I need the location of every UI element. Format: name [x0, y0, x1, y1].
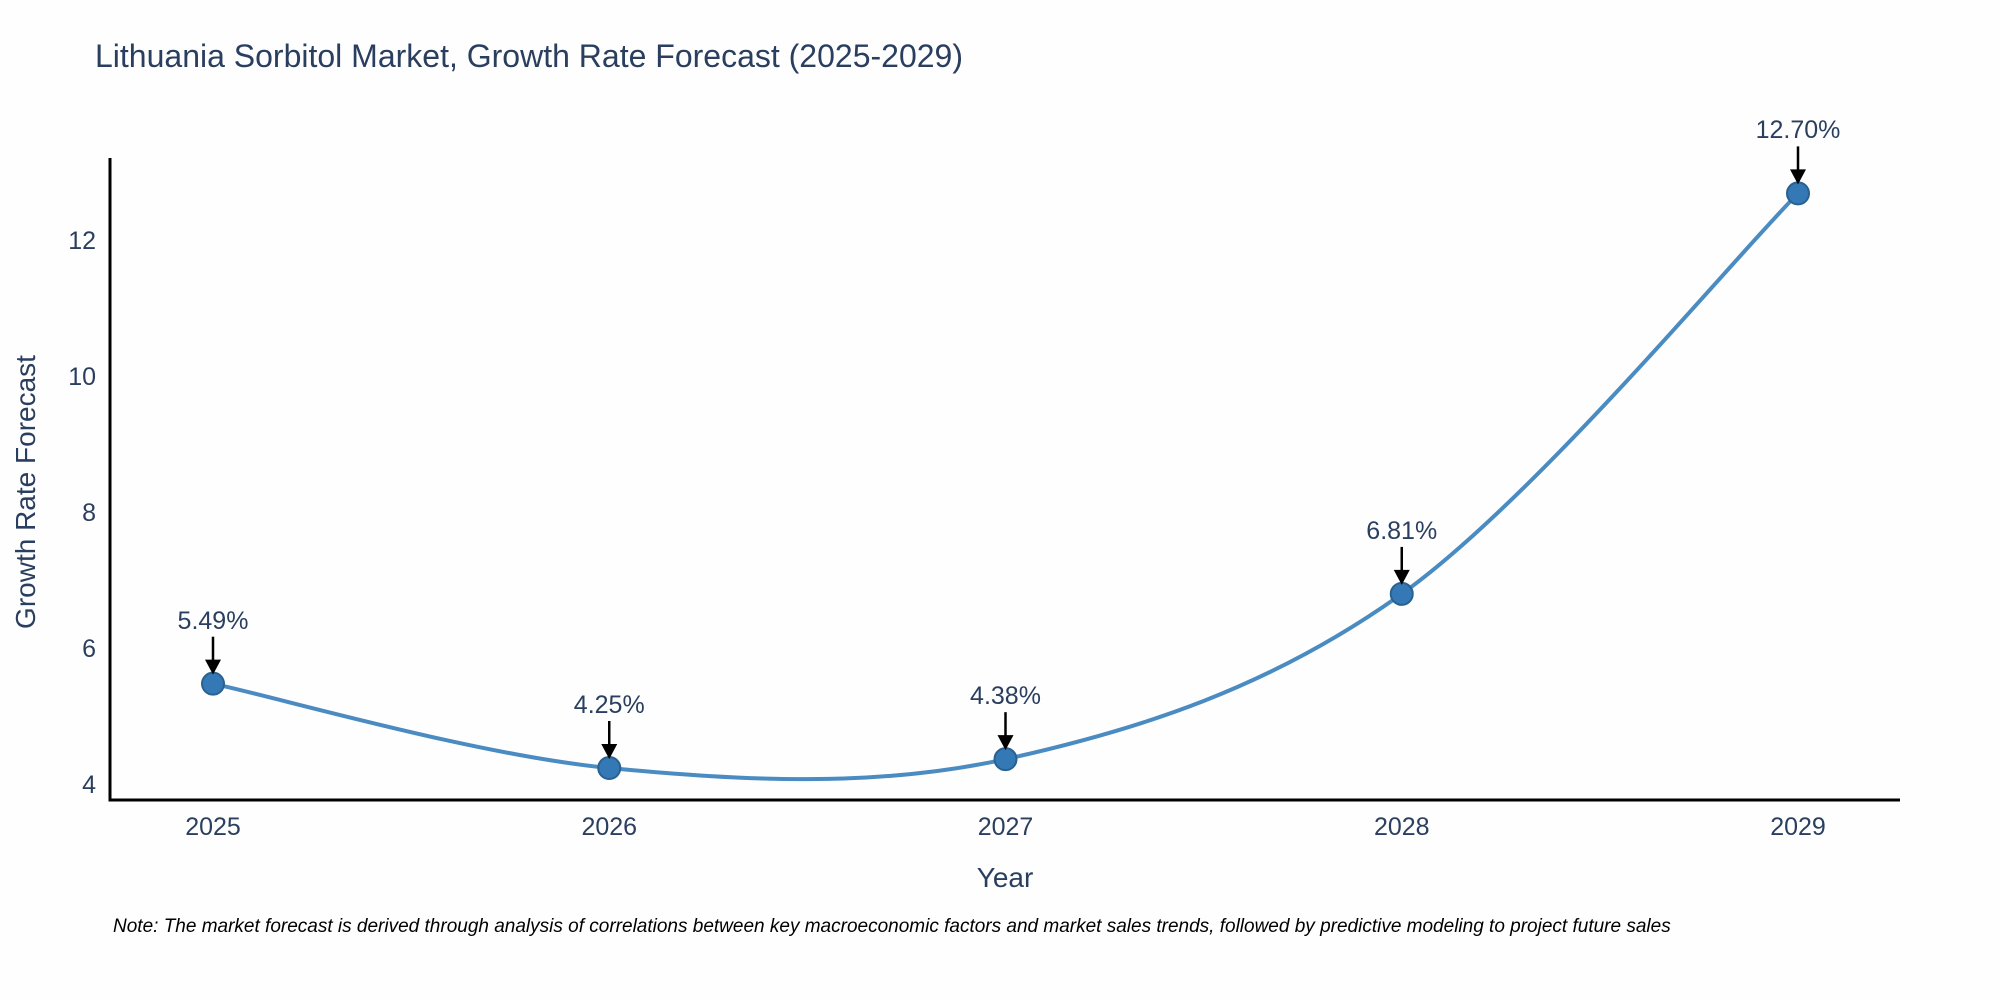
point-annotation: 6.81% [1366, 516, 1438, 545]
data-point-marker[interactable] [597, 756, 622, 780]
data-point-marker[interactable] [201, 671, 225, 696]
x-tick-label: 2026 [581, 813, 638, 841]
y-axis-title: Growth Rate Forecast [10, 355, 41, 629]
annotation-arrow-head [1393, 569, 1410, 585]
footnote: Note: The market forecast is derived thr… [113, 916, 1671, 937]
x-axis-title: Year [976, 862, 1034, 893]
point-annotation: 4.38% [970, 682, 1041, 711]
x-tick-label: 2025 [185, 813, 241, 841]
annotation-arrow-head [601, 744, 618, 759]
data-point-marker[interactable] [1389, 581, 1414, 606]
x-tick-label: 2027 [977, 813, 1034, 841]
chart-title: Lithuania Sorbitol Market, Growth Rate F… [95, 38, 963, 74]
y-tick-label: 12 [68, 227, 96, 255]
annotation-arrow-head [1790, 169, 1806, 185]
y-tick-label: 4 [82, 771, 96, 799]
point-annotation: 12.70% [1755, 116, 1841, 145]
annotation-arrow-head [205, 659, 221, 675]
x-tick-label: 2029 [1770, 813, 1826, 841]
y-tick-label: 8 [82, 499, 96, 527]
y-tick-label: 6 [82, 635, 96, 663]
x-tick-label: 2028 [1373, 813, 1430, 841]
y-tick-label: 10 [68, 363, 96, 391]
point-annotation: 4.25% [573, 691, 645, 719]
data-point-marker[interactable] [993, 747, 1018, 772]
point-annotation: 5.49% [177, 606, 249, 635]
annotation-arrow-head [997, 735, 1014, 751]
data-point-marker[interactable] [1786, 181, 1810, 206]
